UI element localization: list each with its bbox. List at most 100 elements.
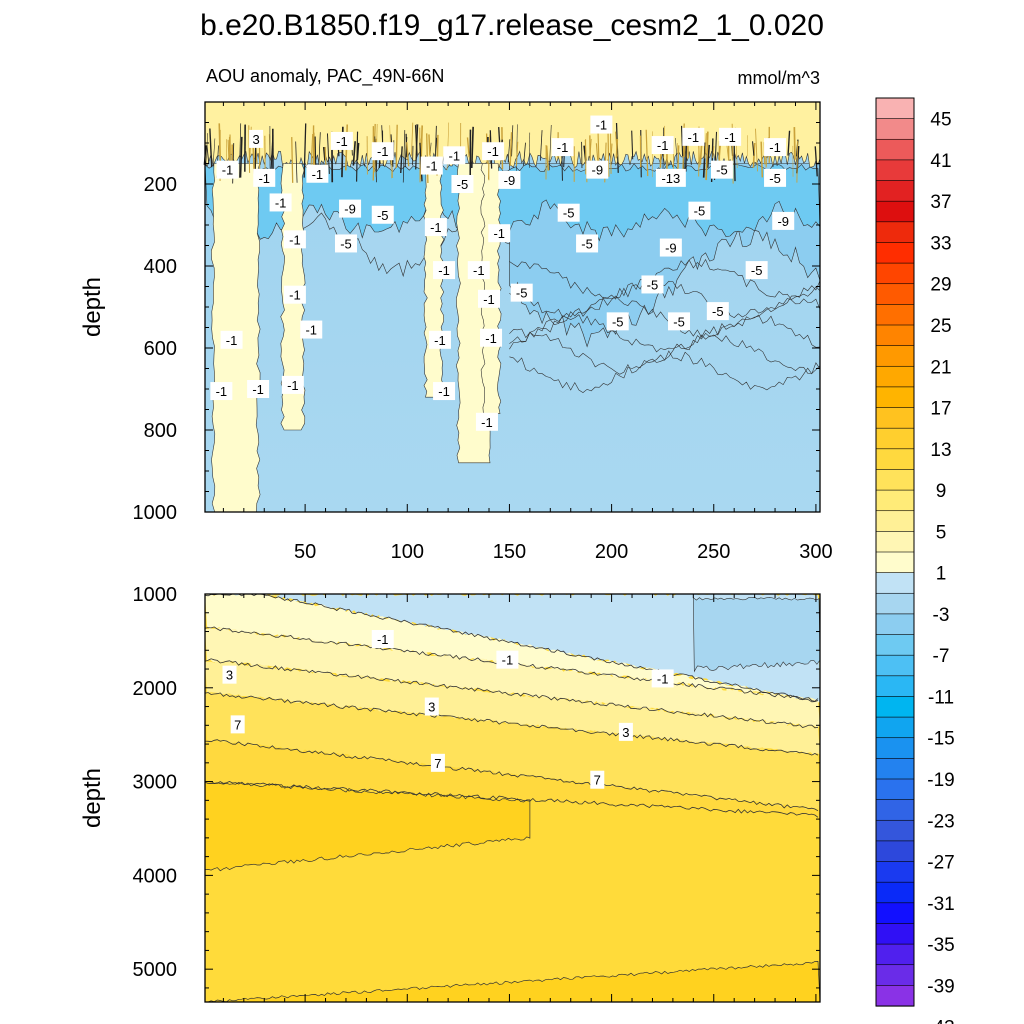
- upper-contour-striation: [675, 138, 678, 163]
- lower-region-band-5: [205, 660, 820, 756]
- contour-label: 7: [590, 770, 605, 789]
- colorbar-swatch: [875, 758, 915, 780]
- lower-region-band-9: [205, 739, 820, 818]
- lower-region-blue-patch: [692, 596, 821, 673]
- colorbar-swatch: [875, 489, 915, 512]
- colorbar-swatch: [875, 159, 915, 182]
- colorbar-swatch: [875, 613, 915, 636]
- colorbar-swatch: [875, 634, 915, 656]
- contour-label: -1: [330, 131, 353, 150]
- upper-contour-striation: [545, 145, 550, 171]
- contour-label-text: -1: [336, 134, 348, 149]
- contour-label-bg: [706, 302, 729, 321]
- lower-contour-lines: [204, 593, 819, 818]
- colorbar-swatch: [875, 448, 915, 471]
- contour-label-text: -9: [592, 163, 604, 178]
- colorbar-swatch: [875, 221, 915, 244]
- contour-label-text: 7: [434, 756, 441, 771]
- contour-label-text: -9: [344, 202, 356, 217]
- contour-label: -5: [576, 234, 599, 253]
- contour-label-bg: [283, 230, 306, 249]
- colorbar-swatch: [875, 861, 915, 883]
- contour-label-text: -5: [716, 163, 728, 178]
- lower-region-band-3: [205, 627, 820, 728]
- units-label: mmol/m^3: [738, 68, 820, 88]
- lower-plot-frame: [204, 593, 821, 1003]
- contour-label: -1: [253, 168, 276, 187]
- contour-label-bg: [606, 312, 629, 331]
- contour-label-bg: [682, 127, 705, 146]
- contour-label: -1: [210, 382, 233, 401]
- contour-label: -1: [682, 127, 705, 146]
- contour-label-text: -1: [481, 415, 493, 430]
- colorbar-swatch: [875, 964, 915, 986]
- upper-contour-striation: [205, 133, 208, 166]
- colorbar-swatch: [875, 407, 915, 429]
- lower-contour-line: [204, 658, 819, 729]
- upper-contour-striation: [814, 146, 818, 177]
- contour-label: -9: [339, 199, 362, 218]
- contour-label-bg: [478, 289, 501, 308]
- contour-label-bg: [590, 770, 605, 789]
- contour-label: 7: [430, 753, 445, 772]
- upper-contour-striation: [248, 125, 251, 173]
- contour-label: -5: [668, 312, 691, 331]
- contour-label-bg: [443, 146, 466, 165]
- upper-contour-striation: [400, 146, 403, 174]
- contour-label-text: -1: [557, 140, 569, 155]
- contour-label: -1: [281, 375, 304, 394]
- contour-label-text: -1: [502, 653, 514, 668]
- x-tick-label: 150: [493, 541, 526, 563]
- x-tick-label: 250: [697, 541, 730, 563]
- contour-label: -5: [371, 205, 394, 224]
- contour-label: -1: [496, 650, 519, 669]
- colorbar-swatch: [875, 180, 915, 202]
- contour-label-text: -5: [712, 304, 724, 319]
- upper-deep-contour-line: [509, 350, 821, 393]
- upper-contour-striation: [509, 132, 513, 166]
- contour-label: -1: [488, 224, 511, 243]
- contour-label: -1: [283, 230, 306, 249]
- contour-label-bg: [371, 142, 394, 161]
- upper-contour-striation: [705, 131, 709, 181]
- colorbar-label: 13: [930, 440, 951, 461]
- contour-label-text: -1: [769, 140, 781, 155]
- contour-label-bg: [371, 630, 394, 649]
- contour-label: -5: [764, 168, 787, 187]
- colorbar-swatch: [875, 592, 915, 615]
- upper-contour-striation: [712, 146, 715, 159]
- contour-label-text: -9: [504, 173, 516, 188]
- contour-label: -1: [651, 136, 674, 155]
- contour-label-bg: [475, 412, 498, 431]
- contour-label-bg: [668, 312, 691, 331]
- upper-deep-contour-line: [509, 314, 821, 353]
- upper-contour-striation: [507, 139, 511, 163]
- colorbar-label: 25: [930, 316, 951, 337]
- colorbar-swatch: [875, 345, 915, 367]
- upper-contour-striation: [466, 137, 470, 158]
- lower-region-band-7: [205, 691, 820, 811]
- contour-label-text: -1: [289, 232, 301, 247]
- upper-contour-striation: [402, 130, 406, 183]
- upper-contour-striation: [356, 131, 359, 182]
- contour-label-bg: [488, 224, 511, 243]
- colorbar-label: 45: [930, 110, 951, 131]
- upper-contour-striation: [539, 130, 543, 161]
- colorbar-swatch: [875, 551, 915, 574]
- contour-label-text: -1: [493, 226, 505, 241]
- contour-label-text: -5: [377, 208, 389, 223]
- contour-label-text: -1: [222, 163, 234, 178]
- upper-contour-striation: [793, 127, 796, 160]
- chart-subtitle: AOU anomaly, PAC_49N-66N: [206, 66, 444, 87]
- contour-label-text: 3: [252, 132, 259, 147]
- upper-contour-striation: [615, 131, 618, 157]
- colorbar-swatch: [875, 138, 915, 161]
- colorbar-label: -15: [927, 729, 954, 750]
- contour-label-text: -5: [612, 314, 624, 329]
- contour-label: -1: [590, 115, 613, 134]
- colorbar-label: 9: [936, 481, 947, 502]
- figure-title: b.e20.B1850.f19_g17.release_cesm2_1_0.02…: [200, 9, 824, 42]
- colorbar-swatch: [875, 675, 915, 698]
- contour-label-bg: [222, 665, 237, 684]
